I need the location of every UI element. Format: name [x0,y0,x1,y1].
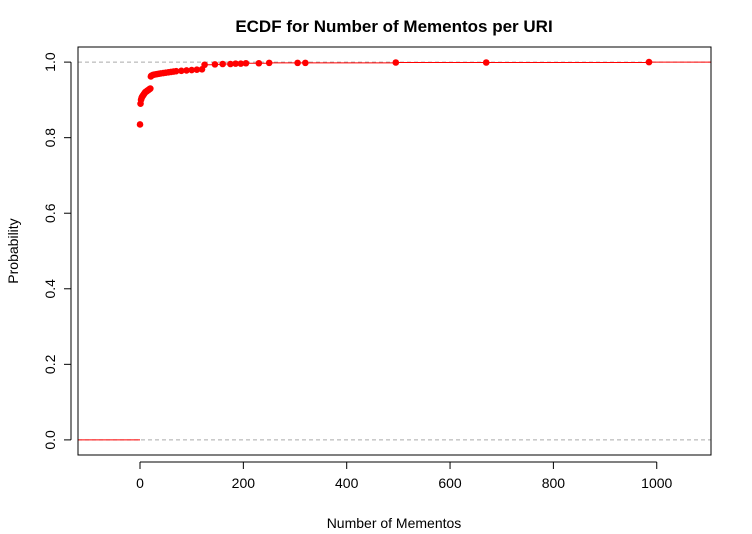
data-point [294,59,301,67]
data-point [136,121,144,128]
y-tick-label: 0.4 [42,279,58,299]
y-tick-label: 0.0 [42,430,58,450]
x-tick-label: 400 [335,475,359,491]
data-point [172,67,180,75]
data-point [645,58,653,66]
data-point [219,60,226,68]
data-point [211,61,219,68]
data-point [193,66,201,73]
data-point [227,60,234,68]
y-tick-label: 0.2 [42,354,58,374]
x-tick-label: 600 [438,475,462,491]
y-axis-label: Probability [5,218,21,283]
plot-frame [77,46,712,456]
data-point [392,59,400,66]
y-tick-label: 1.0 [42,52,58,72]
x-tick-label: 1000 [641,475,672,491]
x-tick-label: 200 [232,475,256,491]
data-point [183,67,190,74]
y-tick-label: 0.8 [42,128,58,148]
data-point [201,61,208,69]
x-tick-label: 0 [136,475,144,491]
chart-title: ECDF for Number of Mementos per URI [235,17,552,36]
data-point [482,59,490,66]
data-point [302,59,309,67]
data-point [242,59,250,67]
data-point [232,60,239,67]
x-axis-label: Number of Mementos [327,515,462,531]
data-point [255,59,263,67]
y-tick-label: 0.6 [42,203,58,223]
data-point [188,66,195,74]
data-point [147,85,154,92]
data-point [265,59,273,67]
data-point [178,67,185,75]
data-point [237,60,245,67]
x-tick-label: 800 [542,475,566,491]
